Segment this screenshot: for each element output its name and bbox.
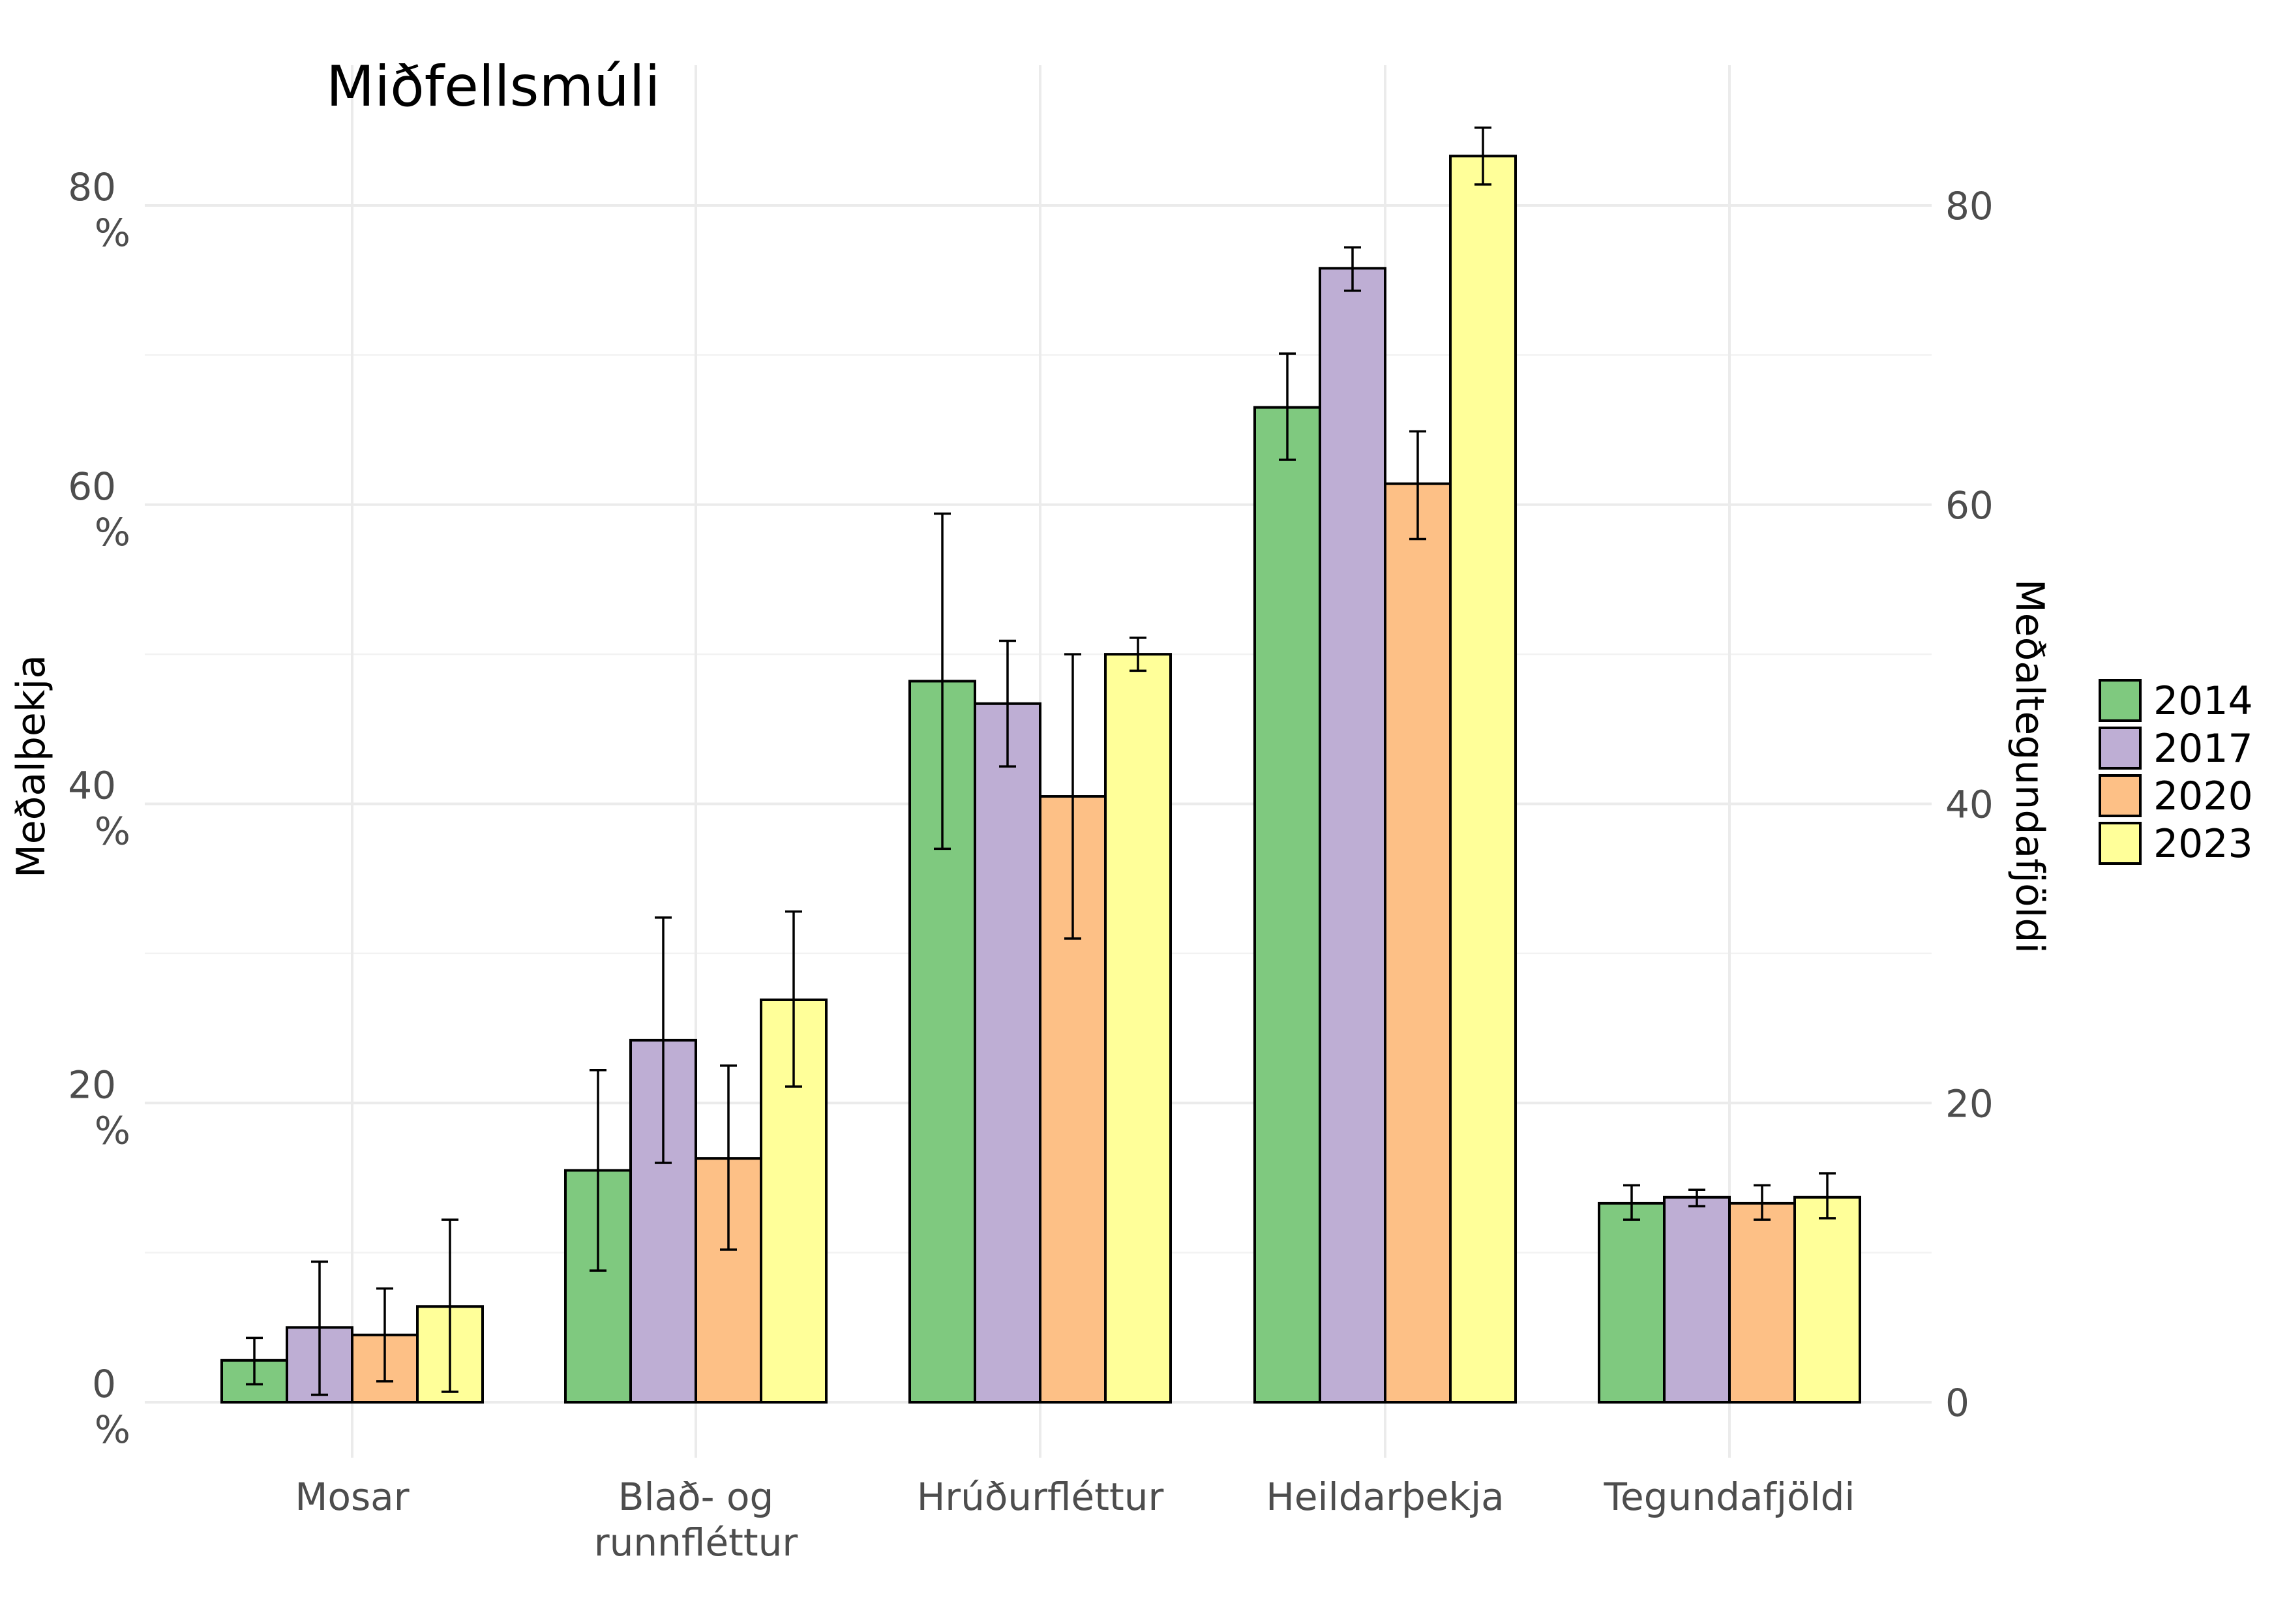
y-axis-left: 0%20%40%60%80% [68, 165, 130, 1452]
x-tick-label: Blað- og [618, 1475, 774, 1519]
x-tick-label: Tegundafjöldi [1603, 1475, 1855, 1519]
legend-key-2020 [2099, 774, 2142, 817]
legend-key-2017 [2099, 727, 2142, 770]
legend-label: 2023 [2153, 821, 2253, 867]
y-axis-right: 0 20 40 60 80 [1945, 184, 1994, 1425]
x-tick-label: runnfléttur [594, 1520, 798, 1565]
y-tick-unit: % [95, 211, 130, 255]
bar-2017-3 [1319, 267, 1386, 1404]
y-tick-unit: % [95, 809, 130, 854]
y-tick-label: 20 [68, 1062, 116, 1107]
legend-key-2014 [2099, 679, 2142, 722]
x-tick-label: Heildarþekja [1266, 1475, 1504, 1519]
legend-label: 2020 [2153, 774, 2253, 819]
x-tick-label: Mosar [295, 1475, 409, 1519]
y-tick-label: 0 [92, 1362, 116, 1406]
y-tick-label: 80 [68, 165, 116, 209]
y-tick-label: 60 [68, 464, 116, 509]
y2-tick-label: 40 [1945, 783, 1994, 827]
bar-2017-4 [1663, 1195, 1731, 1404]
legend-label: 2017 [2153, 726, 2253, 772]
legend-key-2023 [2099, 822, 2142, 865]
y2-axis-label: Meðaltegundafjöldi [2007, 579, 2052, 954]
x-tick-label: Hrúðurfléttur [917, 1475, 1164, 1519]
bar-2023-2 [1104, 653, 1172, 1404]
bars-layer [220, 155, 1861, 1404]
y-tick-unit: % [95, 1407, 130, 1452]
bar-2014-3 [1253, 406, 1321, 1404]
y2-tick-label: 20 [1945, 1081, 1994, 1126]
bar-2014-4 [1598, 1201, 1666, 1404]
bar-2023-4 [1793, 1195, 1861, 1404]
y2-tick-label: 80 [1945, 184, 1994, 228]
y2-tick-label: 0 [1945, 1381, 1969, 1425]
bar-2017-2 [974, 702, 1041, 1404]
chart-title: Miðfellsmúli [326, 54, 661, 119]
y-tick-label: 40 [68, 764, 116, 808]
y-tick-unit: % [95, 1108, 130, 1152]
y-tick-unit: % [95, 510, 130, 554]
error-bars-layer [246, 126, 1836, 1396]
legend-label: 2014 [2153, 678, 2253, 724]
bar-2020-3 [1384, 482, 1452, 1404]
y-axis-label: Meðalþekja [8, 655, 54, 878]
bar-2020-4 [1728, 1201, 1796, 1404]
bar-2023-3 [1449, 155, 1517, 1404]
y2-tick-label: 60 [1945, 483, 1994, 528]
